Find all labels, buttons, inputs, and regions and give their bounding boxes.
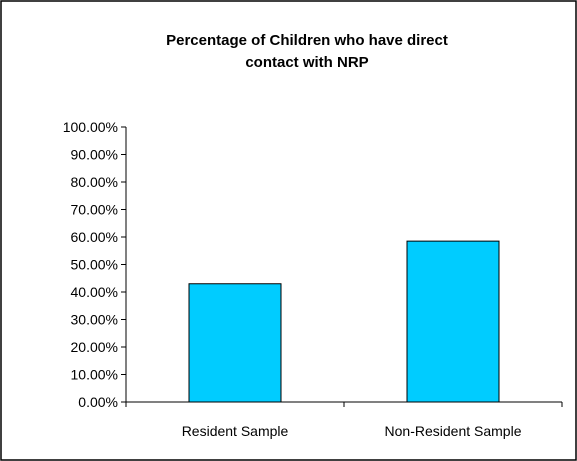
y-tick-label: 30.00% bbox=[71, 312, 118, 328]
y-tick-label: 90.00% bbox=[71, 147, 118, 163]
y-tick-label: 60.00% bbox=[71, 229, 118, 245]
bar-resident-sample bbox=[188, 283, 282, 403]
y-tick-label: 50.00% bbox=[71, 257, 118, 273]
x-tick-label: Resident Sample bbox=[182, 423, 289, 439]
chart-title-line-2: contact with NRP bbox=[245, 54, 368, 71]
y-tick-label: 20.00% bbox=[71, 339, 118, 355]
y-axis-ticks: 0.00% 10.00% 20.00% 30.00% 40.00% 50.00% 60.00… bbox=[63, 119, 126, 410]
y-tick-label: 40.00% bbox=[71, 284, 118, 300]
chart-title-line-1: Percentage of Children who have direct bbox=[166, 32, 448, 49]
x-axis-ticks: Resident Sample Non-Resident Sample bbox=[125, 402, 563, 439]
bar-non-resident-sample bbox=[406, 240, 500, 403]
y-tick-label: 0.00% bbox=[78, 394, 118, 410]
y-tick-label: 70.00% bbox=[71, 202, 118, 218]
y-tick-label: 100.00% bbox=[63, 119, 118, 135]
y-tick-label: 80.00% bbox=[71, 174, 118, 190]
x-tick-label: Non-Resident Sample bbox=[385, 423, 522, 439]
y-tick-label: 10.00% bbox=[71, 367, 118, 383]
